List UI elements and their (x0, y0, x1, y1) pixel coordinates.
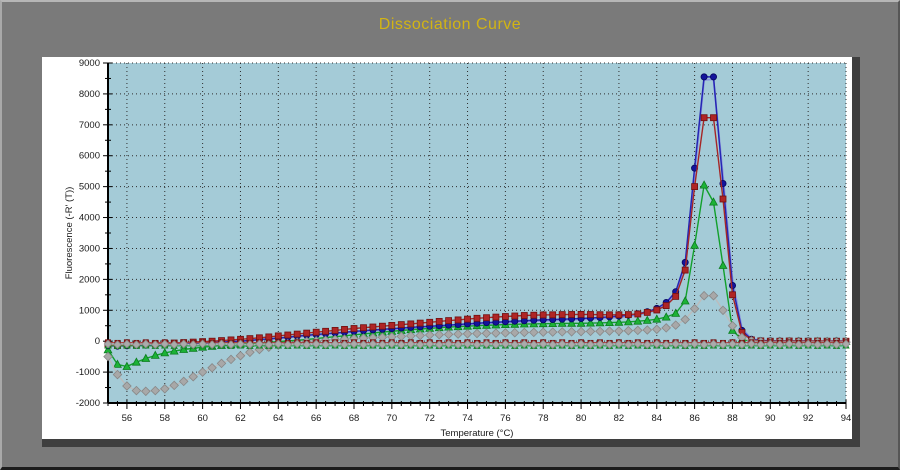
svg-text:78: 78 (538, 413, 549, 424)
x-axis-title: Temperature (°C) (441, 428, 514, 439)
series-ntc-gray (103, 339, 851, 349)
svg-text:70: 70 (387, 413, 398, 424)
svg-text:60: 60 (197, 413, 208, 424)
svg-text:84: 84 (651, 413, 662, 424)
svg-text:-2000: -2000 (76, 398, 100, 409)
svg-text:8000: 8000 (79, 89, 100, 100)
svg-text:82: 82 (614, 413, 625, 424)
svg-text:68: 68 (349, 413, 360, 424)
svg-text:5000: 5000 (79, 182, 100, 193)
svg-text:72: 72 (424, 413, 435, 424)
svg-text:9000: 9000 (79, 58, 100, 69)
dissociation-plot: 9000 8000 7000 6000 5000 4000 3000 2000 1000 0 -10… (64, 58, 852, 439)
svg-text:6000: 6000 (79, 151, 100, 162)
gridlines (108, 62, 847, 403)
svg-text:66: 66 (311, 413, 322, 424)
svg-text:94: 94 (841, 413, 852, 424)
svg-text:-1000: -1000 (76, 367, 100, 378)
svg-text:74: 74 (462, 413, 473, 424)
svg-text:86: 86 (689, 413, 700, 424)
chart-title: Dissociation Curve (378, 16, 522, 33)
svg-text:62: 62 (235, 413, 246, 424)
svg-text:4000: 4000 (79, 213, 100, 224)
tick-marks (103, 62, 847, 409)
svg-text:1000: 1000 (79, 305, 100, 316)
y-axis-title: Fluorescence (-R' (T)) (64, 187, 75, 280)
svg-text:7000: 7000 (79, 120, 100, 131)
svg-text:56: 56 (122, 413, 133, 424)
svg-text:80: 80 (576, 413, 587, 424)
svg-text:90: 90 (765, 413, 776, 424)
chart-panel-shadow: 9000 8000 7000 6000 5000 4000 3000 2000 1000 0 -10… (42, 57, 860, 447)
svg-text:2000: 2000 (79, 274, 100, 285)
svg-text:76: 76 (500, 413, 511, 424)
svg-text:3000: 3000 (79, 243, 100, 254)
svg-text:58: 58 (159, 413, 170, 424)
x-tick-labels: 56 58 60 62 64 66 68 70 72 74 76 78 80 82 84 86 88 90 92 94 (122, 413, 852, 424)
svg-text:88: 88 (727, 413, 738, 424)
y-tick-labels: 9000 8000 7000 6000 5000 4000 3000 2000 1000 0 -10… (76, 58, 100, 409)
chart-panel: 9000 8000 7000 6000 5000 4000 3000 2000 1000 0 -10… (42, 57, 852, 439)
svg-text:92: 92 (803, 413, 814, 424)
svg-text:0: 0 (95, 336, 100, 347)
plot-area (108, 63, 846, 403)
svg-text:64: 64 (273, 413, 284, 424)
